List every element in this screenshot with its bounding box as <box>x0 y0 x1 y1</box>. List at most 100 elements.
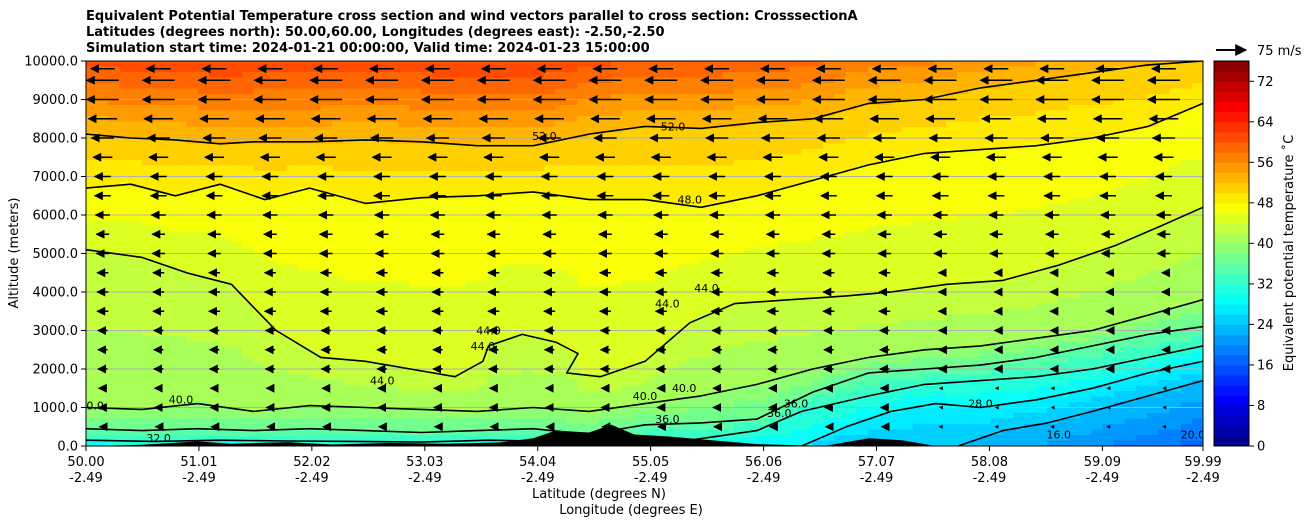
field-cell <box>633 407 646 414</box>
field-cell <box>700 99 713 106</box>
field-cell <box>421 270 433 277</box>
field-cell <box>488 275 500 282</box>
field-cell <box>812 88 824 95</box>
field-cell <box>153 83 165 90</box>
field-cell <box>86 369 98 376</box>
field-cell <box>253 237 266 244</box>
field-cell <box>197 160 210 167</box>
field-cell <box>141 253 154 260</box>
field-cell <box>711 407 724 414</box>
field-cell <box>689 352 701 359</box>
field-cell <box>141 435 154 442</box>
field-cell <box>588 193 601 200</box>
field-cell <box>275 220 288 227</box>
field-cell <box>633 77 646 84</box>
field-cell <box>320 440 333 446</box>
field-cell <box>220 330 232 337</box>
field-cell <box>711 61 724 68</box>
field-cell <box>242 281 255 288</box>
field-cell <box>164 330 176 337</box>
field-cell <box>454 204 467 211</box>
field-cell <box>745 341 757 348</box>
field-cell <box>342 226 355 233</box>
field-cell <box>354 336 366 343</box>
field-cell <box>208 88 221 95</box>
field-cell <box>700 407 713 414</box>
field-cell <box>164 418 176 425</box>
field-cell <box>767 253 780 260</box>
field-cell <box>86 187 98 194</box>
field-cell <box>733 138 746 145</box>
field-cell <box>722 396 735 403</box>
field-cell <box>298 182 310 189</box>
field-cell <box>756 143 768 150</box>
field-cell <box>409 297 422 304</box>
field-cell <box>264 110 277 117</box>
field-cell <box>588 270 601 277</box>
field-cell <box>722 292 735 299</box>
field-cell <box>398 66 411 73</box>
field-cell <box>800 77 813 84</box>
field-cell <box>175 242 188 249</box>
field-cell <box>130 424 143 431</box>
field-cell <box>622 171 634 178</box>
field-cell <box>745 110 757 117</box>
field-cell <box>756 330 768 337</box>
field-cell <box>208 110 221 117</box>
field-cell <box>275 204 288 211</box>
field-cell <box>789 193 802 200</box>
field-cell <box>599 198 612 205</box>
field-cell <box>499 237 512 244</box>
field-cell <box>398 61 411 68</box>
field-cell <box>331 242 344 249</box>
field-cell <box>666 165 679 172</box>
field-cell <box>510 105 523 112</box>
field-cell <box>108 165 121 172</box>
field-cell <box>409 413 422 420</box>
field-cell <box>387 380 400 387</box>
field-cell <box>376 171 389 178</box>
field-cell <box>644 429 657 436</box>
field-cell <box>745 325 757 332</box>
field-cell <box>700 380 713 387</box>
field-cell <box>298 303 310 310</box>
field-cell <box>275 424 288 431</box>
field-cell <box>298 94 310 101</box>
field-cell <box>331 286 344 293</box>
field-cell <box>812 187 824 194</box>
field-cell <box>208 242 221 249</box>
field-cell <box>488 391 500 398</box>
field-cell <box>409 325 422 332</box>
field-cell <box>745 160 757 167</box>
field-cell <box>666 413 679 420</box>
field-cell <box>409 369 422 376</box>
field-cell <box>510 66 523 73</box>
field-cell <box>532 413 545 420</box>
field-cell <box>164 391 176 398</box>
field-cell <box>476 226 489 233</box>
field-cell <box>834 198 847 205</box>
field-cell <box>298 308 310 315</box>
field-cell <box>130 83 143 90</box>
field-cell <box>443 391 456 398</box>
field-cell <box>275 242 288 249</box>
field-cell <box>220 99 232 106</box>
field-cell <box>867 61 880 68</box>
field-cell <box>186 209 199 216</box>
field-cell <box>555 363 567 370</box>
field-cell <box>331 231 344 238</box>
field-cell <box>398 308 411 315</box>
field-cell <box>432 413 445 420</box>
field-cell <box>800 231 813 238</box>
field-cell <box>834 325 847 332</box>
field-cell <box>800 358 813 365</box>
field-cell <box>644 319 657 326</box>
field-cell <box>655 297 668 304</box>
field-cell <box>867 253 880 260</box>
field-cell <box>778 193 791 200</box>
field-cell <box>879 88 891 95</box>
field-cell <box>622 347 634 354</box>
field-cell <box>242 121 255 128</box>
field-cell <box>342 187 355 194</box>
field-cell <box>789 72 802 79</box>
